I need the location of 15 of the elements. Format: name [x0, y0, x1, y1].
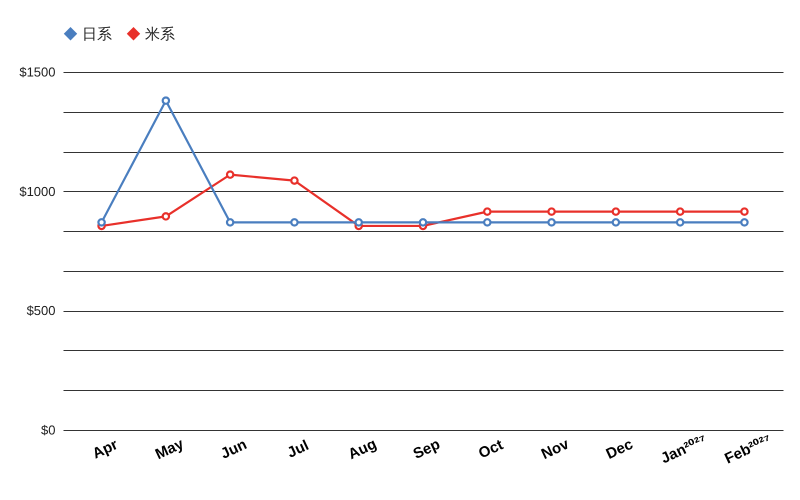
- x-tick-label: Nov: [538, 435, 572, 463]
- y-tick-label: $1500: [19, 64, 56, 80]
- legend-label: 日系: [82, 26, 112, 43]
- y-tick-label: $1000: [19, 184, 56, 199]
- y-tick-label: $500: [26, 303, 56, 318]
- x-tick-label: Apr: [90, 436, 121, 462]
- x-tick-label: Aug: [346, 435, 380, 464]
- x-tick-label: Jul: [284, 437, 312, 462]
- y-tick-label: $0: [41, 422, 56, 438]
- x-tick-label: Jun: [218, 436, 250, 463]
- x-tick-label: May: [152, 435, 187, 464]
- x-tick-label: Sep: [410, 436, 443, 463]
- legend-label: 米系: [145, 26, 175, 43]
- x-tick-label: Oct: [476, 436, 506, 462]
- x-tick-label: Dec: [603, 436, 636, 463]
